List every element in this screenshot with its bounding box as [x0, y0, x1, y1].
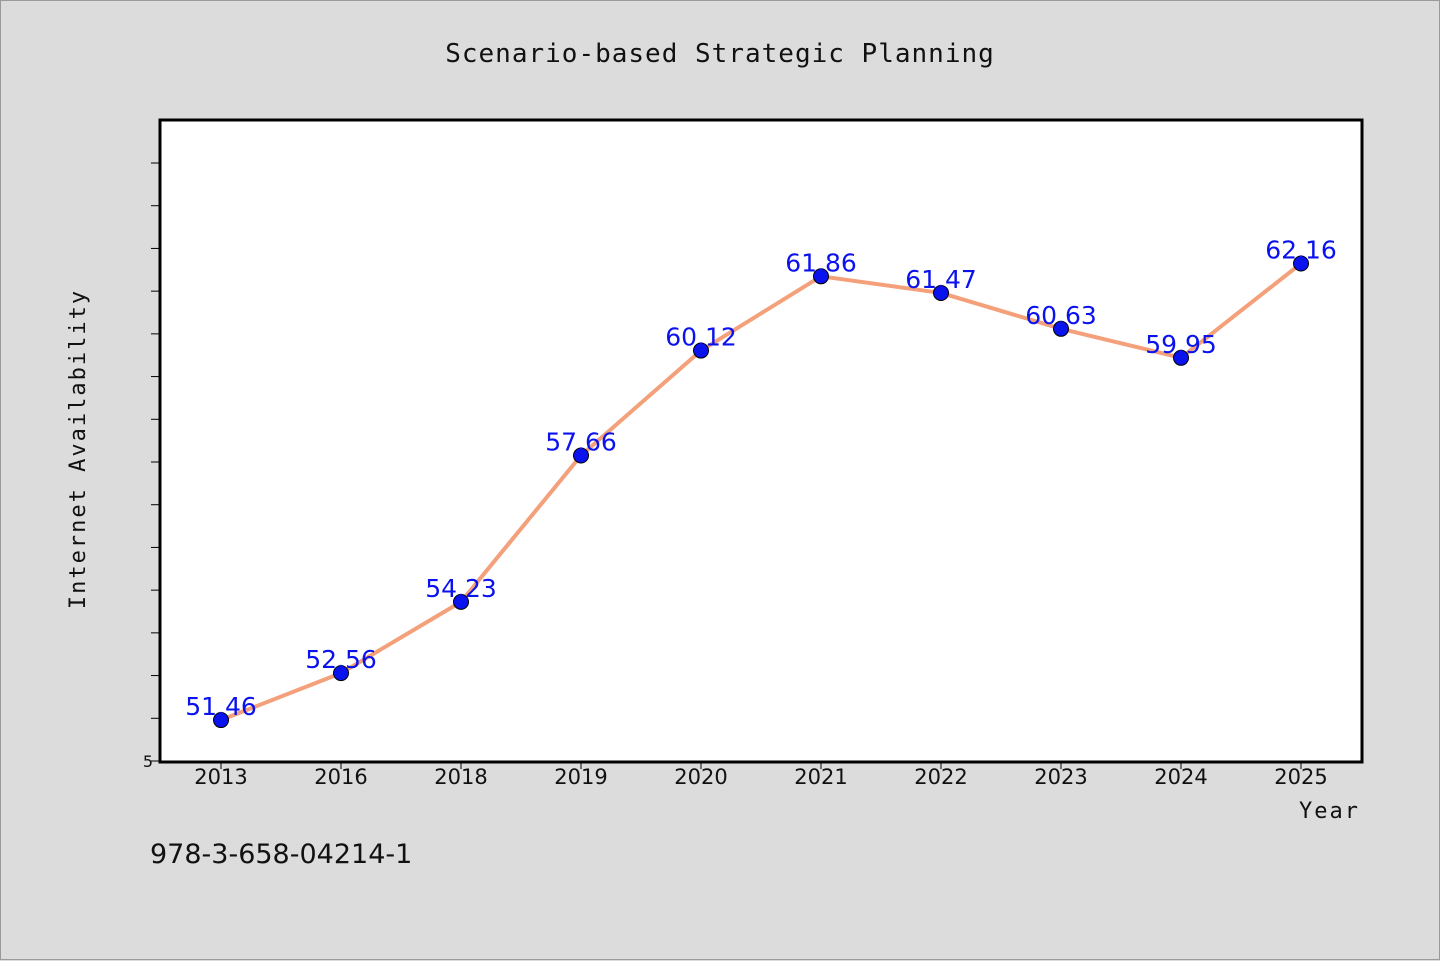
x-tick-label: 2020: [674, 765, 727, 789]
x-tick-label: 2022: [914, 765, 967, 789]
data-label: 60.12: [665, 323, 737, 352]
x-axis-label: Year: [1299, 799, 1360, 824]
data-label: 62.16: [1265, 236, 1337, 265]
data-point: [693, 342, 709, 359]
data-label: 51.46: [185, 692, 257, 721]
data-label: 61.86: [785, 248, 857, 277]
data-label: 59.95: [1145, 330, 1217, 359]
y-tick-label: 5: [143, 752, 153, 771]
isbn-text: 978-3-658-04214-1: [150, 839, 412, 870]
data-label: 60.63: [1025, 301, 1097, 330]
x-tick-label: 2021: [794, 765, 847, 789]
data-point: [933, 284, 949, 301]
x-tick-label: 2023: [1034, 765, 1087, 789]
chart-title: Scenario-based Strategic Planning: [445, 39, 995, 69]
data-point: [333, 665, 349, 682]
data-point: [1293, 255, 1309, 272]
x-tick-label: 2024: [1154, 765, 1207, 789]
data-point: [213, 712, 229, 729]
y-axis-label: Internet Availability: [66, 289, 91, 609]
plot-frame: [158, 118, 1364, 764]
data-point: [1053, 320, 1069, 337]
x-tick-label: 2013: [194, 765, 247, 789]
x-tick-label: 2016: [314, 765, 367, 789]
data-label: 52.56: [305, 645, 377, 674]
y-axis-ticks: 5: [143, 162, 161, 771]
data-point: [573, 447, 589, 464]
data-series: [213, 255, 1309, 729]
x-tick-label: 2018: [434, 765, 487, 789]
plot-area: [160, 120, 1362, 762]
data-label: 61.47: [905, 265, 977, 294]
data-label: 57.66: [545, 428, 617, 457]
x-tick-label: 2025: [1274, 765, 1327, 789]
data-labels: 51.46 52.56 54.23 57.66 60.12 61.86 61.47 60.63…: [185, 236, 1337, 722]
data-point: [1173, 349, 1189, 366]
x-axis-ticks: 2013 2016 2018 2019 2020 2021 2022 2023 2024 2025: [194, 761, 1328, 789]
data-point: [453, 593, 469, 610]
data-label: 54.23: [425, 574, 497, 603]
x-tick-label: 2019: [554, 765, 607, 789]
data-point: [813, 268, 829, 285]
series-line: [219, 261, 1303, 723]
